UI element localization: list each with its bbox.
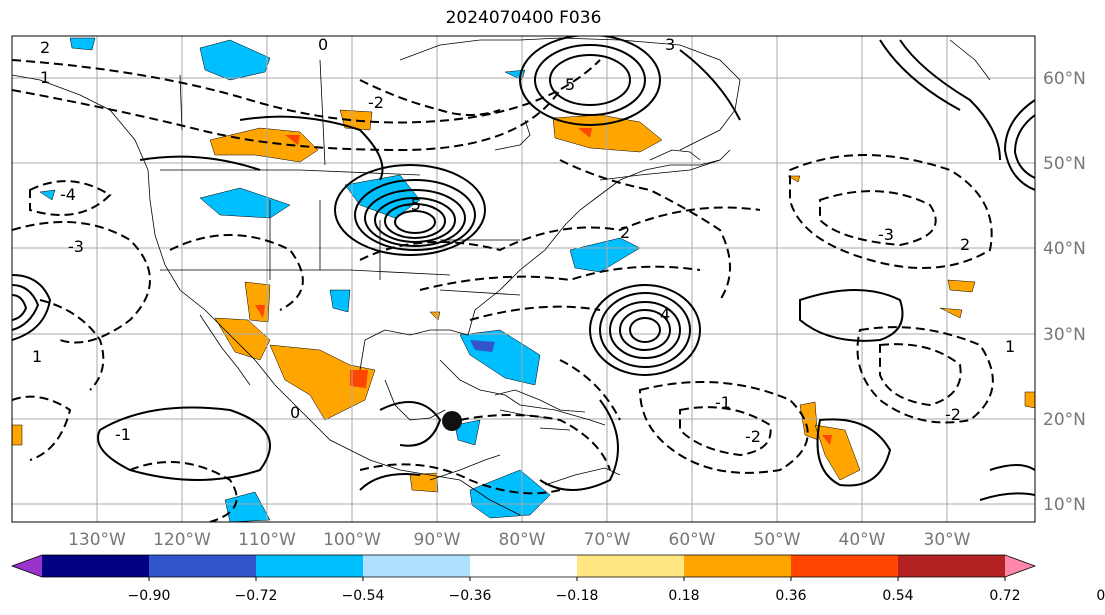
map-area: 2 1 0 -4 -3 -2 -5 5 3 2 -1 1 0 4 -3 2 -2… xyxy=(12,35,1035,522)
lon-label: 80°W xyxy=(499,530,546,550)
lat-label: 60°N xyxy=(1043,69,1086,89)
contour-label: 2 xyxy=(960,235,970,254)
lon-label: 70°W xyxy=(584,530,631,550)
contour-label: -2 xyxy=(368,93,384,112)
contour-label: 1 xyxy=(1005,337,1015,356)
lon-label: 30°W xyxy=(924,530,971,550)
colorbar-tick-label: −0.54 xyxy=(342,588,385,604)
storm-center-marker xyxy=(442,411,462,431)
colorbar-tick-label: 0.90 xyxy=(1096,588,1105,604)
colorbar-tick-label: −0.90 xyxy=(128,588,171,604)
contour-label: 0 xyxy=(318,35,328,54)
lon-label: 40°W xyxy=(839,530,886,550)
lon-label: 100°W xyxy=(323,530,381,550)
lon-label: 50°W xyxy=(754,530,801,550)
colorbar-tick-label: 0.36 xyxy=(775,588,806,604)
contour-label: -3 xyxy=(68,237,84,256)
contour-label: 2 xyxy=(40,38,50,57)
negative-contours xyxy=(12,59,994,522)
lon-label: 130°W xyxy=(68,530,126,550)
colorbar-tick-label: −0.18 xyxy=(556,588,599,604)
colorbar xyxy=(10,554,1037,578)
contour-label: 2 xyxy=(620,223,630,242)
colorbar-extend-high xyxy=(1005,555,1035,577)
positive-contours xyxy=(12,36,1035,501)
contour-label: 4 xyxy=(660,305,670,324)
contour-label: 1 xyxy=(32,347,42,366)
colorbar-extend-low xyxy=(12,555,42,577)
contour-label: -3 xyxy=(878,225,894,244)
lat-label: 40°N xyxy=(1043,239,1086,259)
colorbar-segment xyxy=(256,555,364,577)
lon-label: 120°W xyxy=(153,530,211,550)
contours xyxy=(12,36,1035,522)
lon-label: 90°W xyxy=(414,530,461,550)
contour-label: -2 xyxy=(745,427,761,446)
colorbar-segment xyxy=(577,555,685,577)
colorbar-tick-label: −0.36 xyxy=(449,588,492,604)
contour-label-group: 2 1 0 -4 -3 -2 -5 5 3 2 -1 1 0 4 -3 2 -2… xyxy=(32,35,1015,446)
lat-label: 20°N xyxy=(1043,410,1086,430)
colorbar-segment xyxy=(898,555,1006,577)
lat-label: 30°N xyxy=(1043,325,1086,345)
contour-label: -4 xyxy=(60,185,76,204)
lat-label: 50°N xyxy=(1043,154,1086,174)
contour-label: -2 xyxy=(945,405,961,424)
contour-label: 5 xyxy=(565,75,575,94)
contour-label: -5 xyxy=(405,195,421,214)
colorbar-tick-label: 0.18 xyxy=(668,588,699,604)
colorbar-tick-label: 0.54 xyxy=(882,588,913,604)
lat-label: 10°N xyxy=(1043,495,1086,515)
colorbar-outline xyxy=(10,554,1037,578)
contour-label: 0 xyxy=(290,403,300,422)
colorbar-segment xyxy=(363,555,471,577)
map-title: 2024070400 F036 xyxy=(445,8,602,28)
longitude-labels: 130°W 120°W 110°W 100°W 90°W 80°W 70°W 6… xyxy=(68,530,971,550)
lon-label: 60°W xyxy=(669,530,716,550)
colorbar-segment xyxy=(791,555,899,577)
colorbar-segment xyxy=(470,555,578,577)
contour-label: -1 xyxy=(715,393,731,412)
colorbar-tick-label: 0.72 xyxy=(989,588,1020,604)
colorbar-segment xyxy=(684,555,792,577)
contour-label: -1 xyxy=(115,425,131,444)
map-frame xyxy=(11,35,1036,523)
anomaly-shading xyxy=(12,37,1035,522)
lon-label: 110°W xyxy=(238,530,296,550)
coastlines xyxy=(12,37,991,516)
contour-label: 1 xyxy=(40,68,50,87)
contour-label: 3 xyxy=(665,35,675,54)
colorbar-tick-label: −0.72 xyxy=(235,588,278,604)
colorbar-ticks: −0.90 −0.72 −0.54 −0.36 −0.18 0.18 0.36 0.54 0.7… xyxy=(128,577,1105,604)
graticule xyxy=(12,36,1035,522)
latitude-labels: 60°N 50°N 40°N 30°N 20°N 10°N xyxy=(1043,69,1086,515)
colorbar-segment xyxy=(42,555,150,577)
colorbar-segment xyxy=(149,555,257,577)
